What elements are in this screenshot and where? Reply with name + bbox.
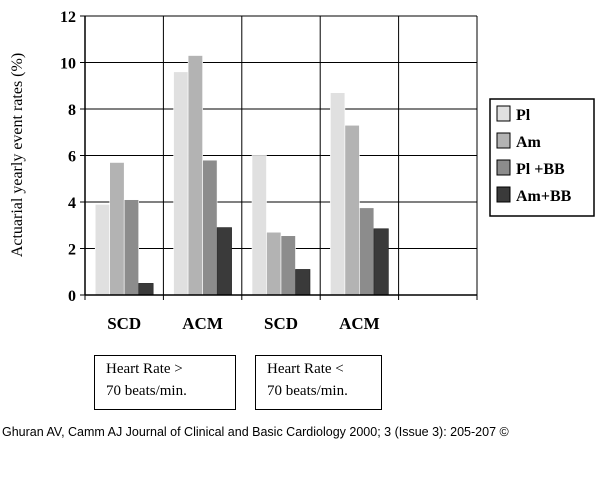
y-tick-label: 2 <box>68 242 76 259</box>
bar <box>202 159 218 296</box>
legend-label: Am <box>516 134 542 151</box>
y-tick-labels: 0 2 4 6 8 10 12 <box>60 9 76 305</box>
bars <box>94 55 389 296</box>
x-tick-label: ACM <box>339 314 380 333</box>
bar <box>187 55 203 296</box>
bar <box>216 227 232 296</box>
bar <box>251 155 267 296</box>
bar <box>173 71 189 296</box>
group-label-line2: 70 beats/min. <box>267 383 348 399</box>
group-label-line1: Heart Rate < <box>267 361 344 377</box>
x-tick-label: SCD <box>107 314 141 333</box>
citation-credit: Ghuran AV, Camm AJ Journal of Clinical a… <box>2 425 509 439</box>
gridlines <box>84 15 478 296</box>
y-tick-label: 6 <box>68 149 76 166</box>
legend-label: Am+BB <box>516 188 572 205</box>
bar <box>359 207 375 296</box>
x-tick-label: SCD <box>264 314 298 333</box>
y-tick-label: 10 <box>60 56 76 73</box>
x-tick-label: ACM <box>182 314 223 333</box>
bar <box>266 231 282 296</box>
bar <box>123 199 139 296</box>
axes <box>80 15 478 300</box>
y-tick-label: 8 <box>68 102 76 119</box>
bar <box>280 235 296 296</box>
y-tick-label: 0 <box>68 288 76 305</box>
bar <box>330 92 346 296</box>
legend-label: Pl +BB <box>516 161 565 178</box>
group-label-line2: 70 beats/min. <box>106 383 187 399</box>
legend: Pl Am Pl +BB Am+BB <box>489 98 595 217</box>
bar-chart: 0 2 4 6 8 10 12 SCD ACM SCD ACM Actuarial yearly … <box>9 9 595 333</box>
bar <box>373 228 389 296</box>
bar <box>94 204 110 296</box>
y-tick-label: 12 <box>60 9 76 26</box>
y-tick-label: 4 <box>68 195 76 212</box>
legend-swatch <box>496 159 511 176</box>
group-label-line1: Heart Rate > <box>106 361 183 377</box>
legend-swatch <box>496 105 511 122</box>
x-tick-labels: SCD ACM SCD ACM <box>107 314 380 333</box>
legend-label: Pl <box>516 107 531 124</box>
bar <box>295 269 311 296</box>
bar <box>344 124 360 296</box>
group-label-high-heart-rate: Heart Rate > 70 beats/min. <box>94 355 236 410</box>
bar <box>109 162 125 296</box>
group-label-low-heart-rate: Heart Rate < 70 beats/min. <box>255 355 382 410</box>
legend-swatch <box>496 186 511 203</box>
bar <box>138 283 154 296</box>
legend-swatch <box>496 132 511 149</box>
y-axis-label: Actuarial yearly event rates (%) <box>9 53 26 257</box>
